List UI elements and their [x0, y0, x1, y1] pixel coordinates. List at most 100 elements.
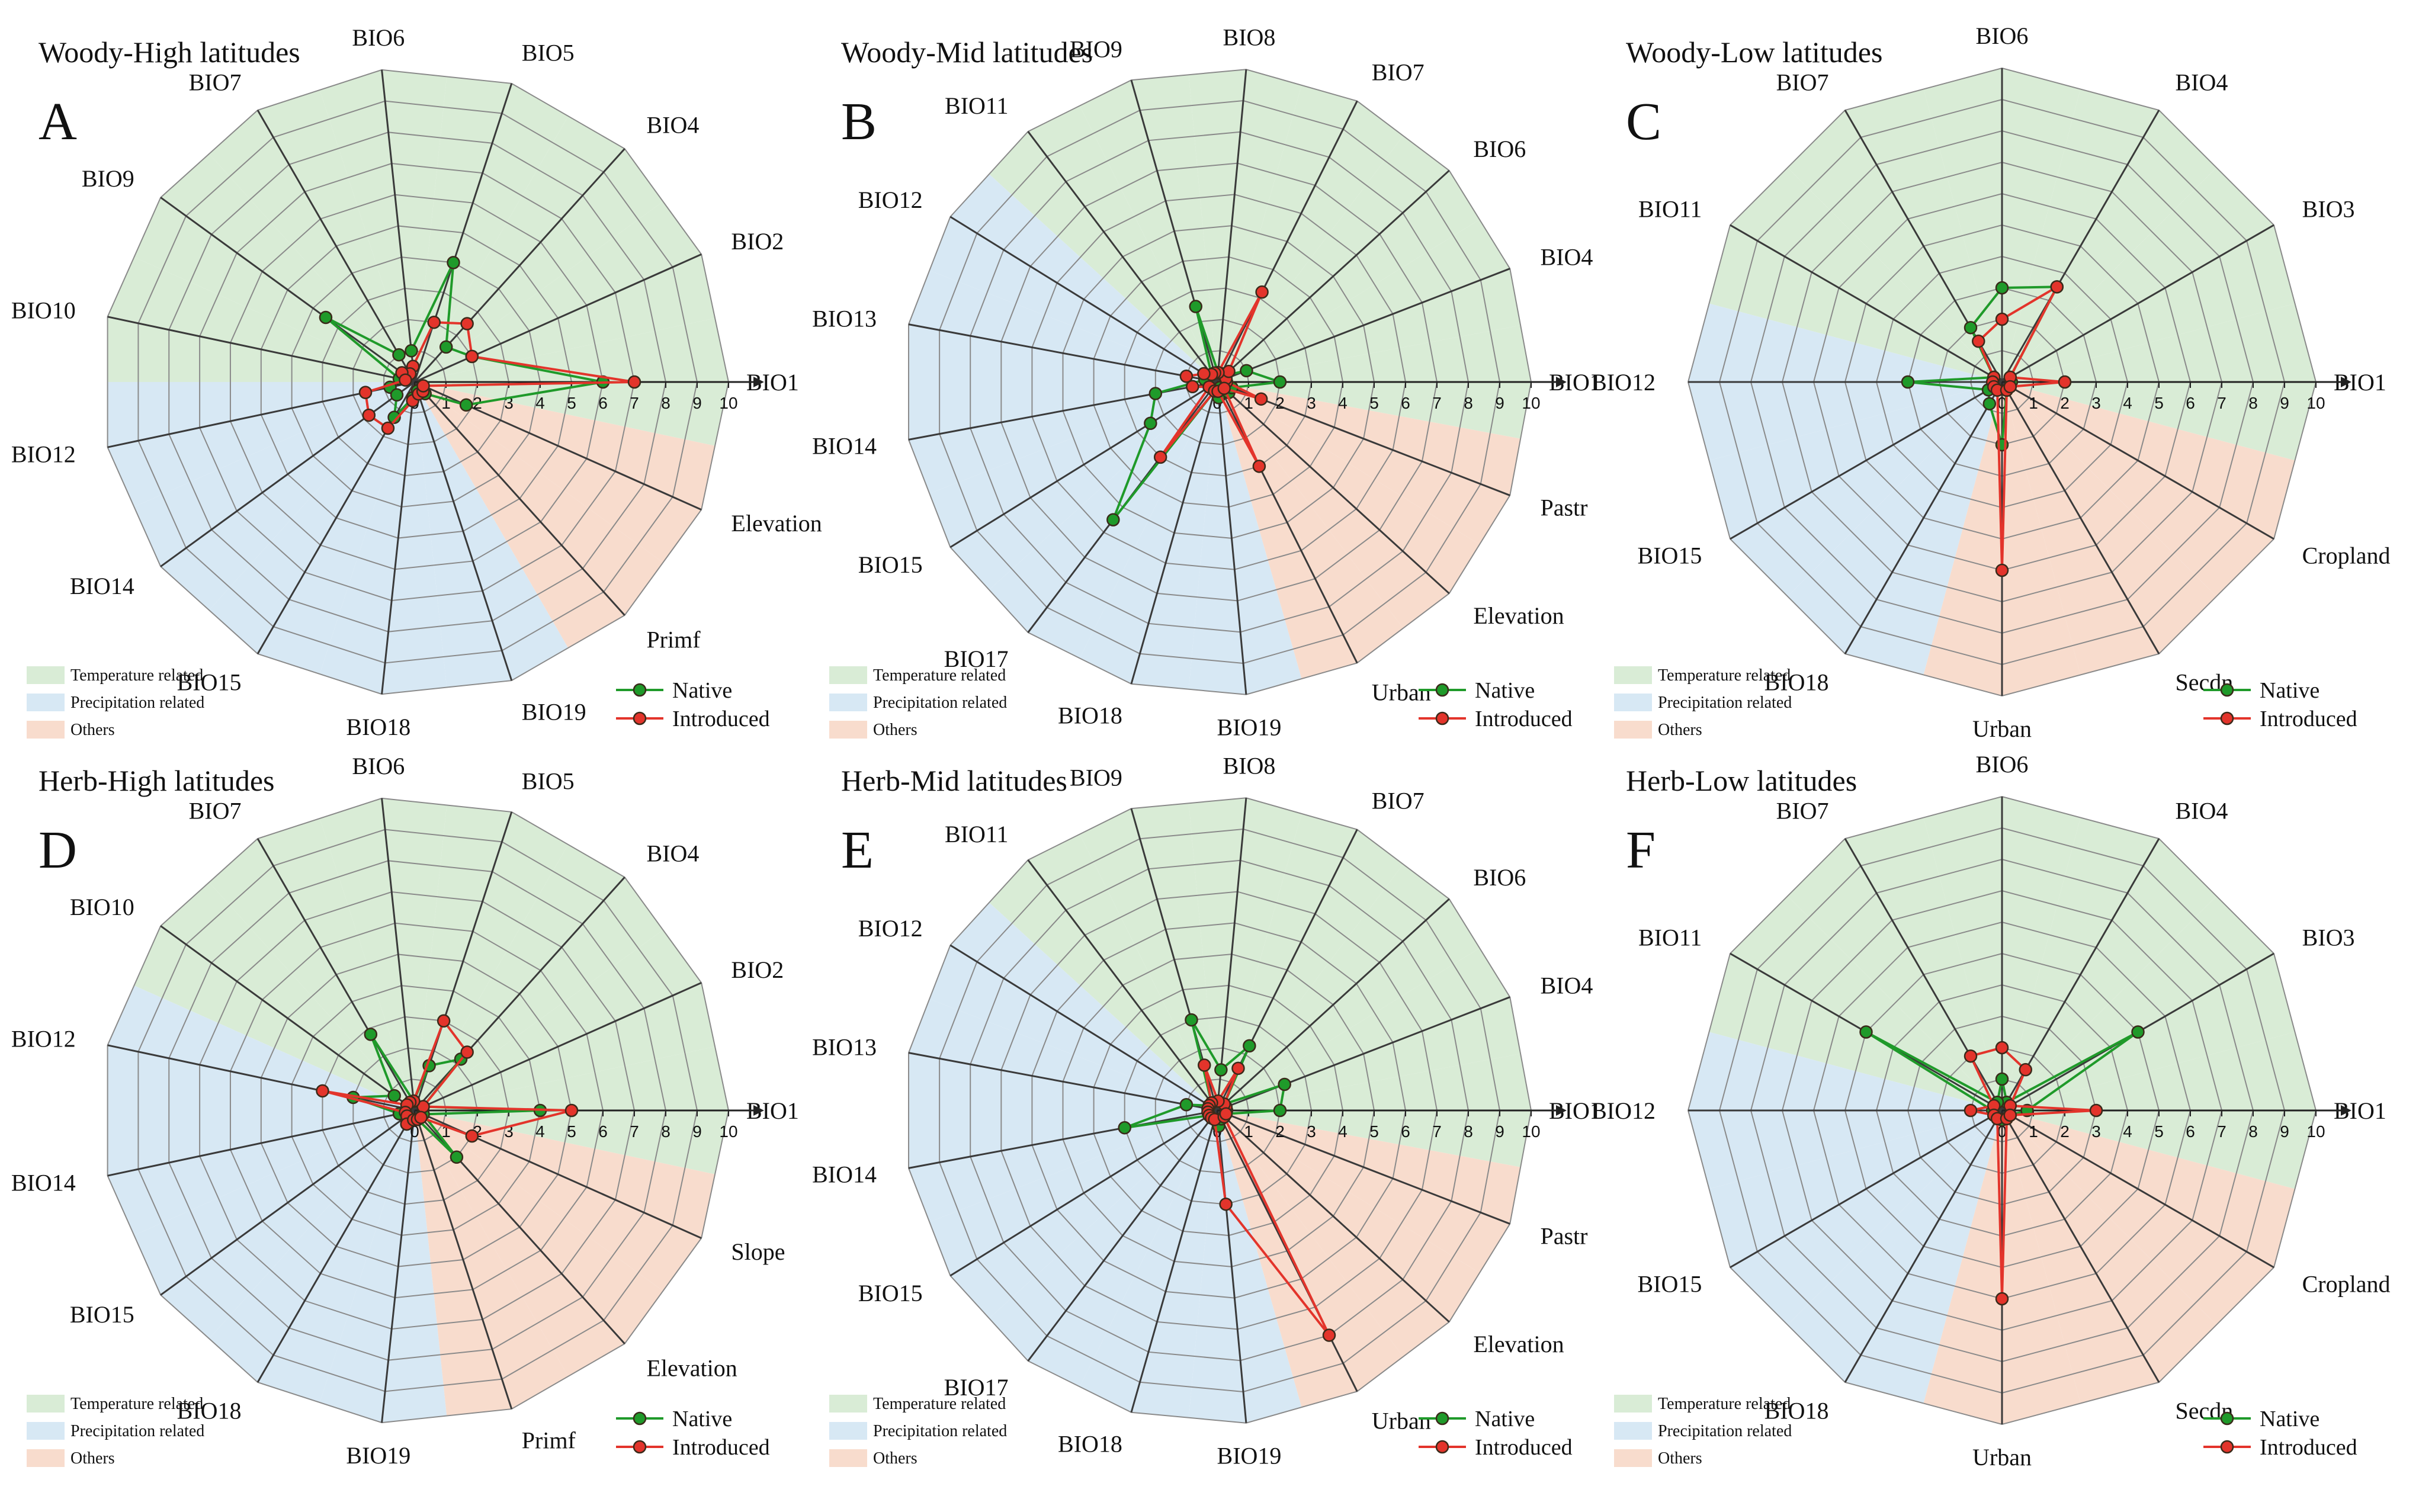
axis-label-bio12: BIO12	[11, 1025, 76, 1052]
data-point-native-elevation	[459, 398, 473, 412]
tick-label: 8	[2248, 1122, 2258, 1141]
tick-label: 7	[1432, 394, 1442, 412]
grid-ring	[970, 859, 1470, 1362]
tick-label: 3	[2091, 394, 2101, 412]
sector-temperature	[415, 201, 716, 382]
sector-temperature	[209, 89, 415, 383]
axis-label-urban: Urban	[1972, 1444, 2032, 1471]
panel-letter: B	[841, 92, 877, 151]
sector-precipitation	[1788, 1110, 2002, 1404]
legend-label-others: Others	[1658, 721, 1702, 739]
panel-woody-mid-latitudes: BIO1BIO4BIO6BIO7BIO8BIO9BIO11BIO12BIO13B…	[812, 24, 1602, 740]
axis-spoke-bio4	[1217, 268, 1510, 383]
axis-label-bio19: BIO19	[1217, 714, 1282, 741]
axis-spoke-bio19	[413, 381, 513, 681]
legend-swatch-others	[829, 1449, 867, 1467]
axis-spoke-bio15	[1730, 1109, 2003, 1269]
grid-ring	[1093, 984, 1344, 1237]
data-point-introduced-bio4	[2050, 280, 2064, 294]
axis-label-bio13: BIO13	[812, 1034, 877, 1061]
axis-label-cropland: Cropland	[2302, 1271, 2391, 1298]
axis-label-bio12: BIO12	[11, 441, 76, 468]
data-point-introduced-cropland	[2003, 380, 2017, 394]
axis-spoke-bio15	[949, 1109, 1218, 1277]
sector-temperature	[415, 116, 663, 382]
legend-label-precipitation: Precipitation related	[873, 1422, 1007, 1440]
axis-spoke-bio17	[1027, 1110, 1218, 1362]
legend-label-others: Others	[70, 1449, 115, 1468]
sector-temperature	[1217, 85, 1403, 382]
legend-swatch-precipitation	[27, 1422, 65, 1440]
sector-precipitation	[1788, 382, 2002, 675]
tick-label: 8	[2248, 394, 2258, 412]
sector-others	[2002, 1110, 2216, 1404]
axis-label-bio15: BIO15	[177, 669, 242, 696]
sector-precipitation	[929, 903, 1217, 1110]
legend-swatch-others	[27, 1449, 65, 1467]
data-point-introduced-bio4	[460, 317, 474, 330]
tick-label: 5	[567, 1122, 576, 1141]
tick-label: 10	[2306, 1122, 2325, 1141]
legend-label-precipitation: Precipitation related	[1658, 694, 1792, 712]
panel-letter: C	[1626, 92, 1661, 151]
legend-swatch-precipitation	[1614, 1422, 1652, 1440]
axis-label-bio12: BIO12	[858, 187, 923, 213]
axis-label-bio15: BIO15	[70, 1301, 134, 1328]
axis-spoke-bio7	[1216, 100, 1358, 383]
sector-others	[1217, 382, 1403, 679]
axis-label-bio4: BIO4	[1540, 972, 1593, 999]
sector-others	[415, 1110, 663, 1376]
axis-label-slope: Slope	[731, 1238, 785, 1265]
legend-label-native: Native	[1475, 678, 1535, 703]
axis-label-bio6: BIO6	[1976, 751, 2029, 778]
axis-spoke-bio8	[1216, 798, 1247, 1111]
legend-label-introduced: Introduced	[672, 707, 770, 731]
series-introduced	[1197, 1058, 1336, 1342]
sector-precipitation	[1188, 1110, 1302, 1423]
axis-label-bio14: BIO14	[812, 432, 877, 459]
sector-others	[415, 382, 716, 563]
grid-ring	[199, 163, 636, 601]
axis-label-bio15: BIO15	[1637, 1271, 1702, 1298]
legend-label-native: Native	[2260, 678, 2319, 703]
tick-label: 6	[598, 394, 608, 412]
axis-spoke-bio12	[107, 1044, 415, 1112]
axis-label-bio17: BIO17	[944, 1374, 1009, 1401]
tick-label: 9	[2280, 394, 2289, 412]
axis-label-bio12: BIO12	[858, 915, 923, 942]
axis-spoke-bio18	[381, 381, 416, 695]
axis-spoke-bio15	[949, 381, 1218, 548]
grid-ring	[352, 319, 479, 445]
legend-label-precipitation: Precipitation related	[873, 694, 1007, 712]
data-point-introduced-bio12	[1964, 1103, 1978, 1118]
tick-label: 9	[692, 394, 702, 412]
radial-axis-arrow	[753, 1105, 764, 1116]
data-point-native-bio1	[1273, 375, 1287, 389]
axis-label-urban: Urban	[1372, 1408, 1431, 1434]
data-point-native-bio11	[1859, 1025, 1873, 1039]
sector-precipitation	[134, 1110, 415, 1339]
sector-temperature	[1188, 69, 1302, 383]
sector-precipitation	[1079, 382, 1217, 689]
tick-label: 2	[2060, 1122, 2070, 1141]
data-point-native-bio4	[1278, 1077, 1291, 1092]
radial-axis-arrow	[2341, 377, 2351, 387]
axis-spoke-cropland	[2001, 1109, 2274, 1269]
series-introduced	[1972, 280, 2072, 577]
axis-spoke-bio10	[107, 316, 415, 383]
panel-title: Woody-Mid latitudes	[841, 36, 1093, 69]
tick-label: 8	[661, 394, 670, 412]
axis-label-urban: Urban	[1972, 715, 2032, 742]
legend-label-native: Native	[1475, 1407, 1535, 1431]
sector-precipitation	[909, 1110, 1217, 1222]
axis-spoke-bio19	[381, 1110, 416, 1423]
legend-label-introduced: Introduced	[2260, 1435, 2357, 1460]
tick-label: 8	[1464, 1122, 1473, 1141]
axis-label-cropland: Cropland	[2302, 542, 2391, 569]
data-point-introduced-bio10	[399, 373, 412, 387]
data-point-introduced-bio19	[1219, 1198, 1233, 1211]
data-point-native-bio12	[1901, 375, 1915, 389]
tick-label: 3	[1307, 1122, 1316, 1141]
grid-ring	[137, 100, 698, 664]
legend-marker-native	[2220, 683, 2234, 697]
